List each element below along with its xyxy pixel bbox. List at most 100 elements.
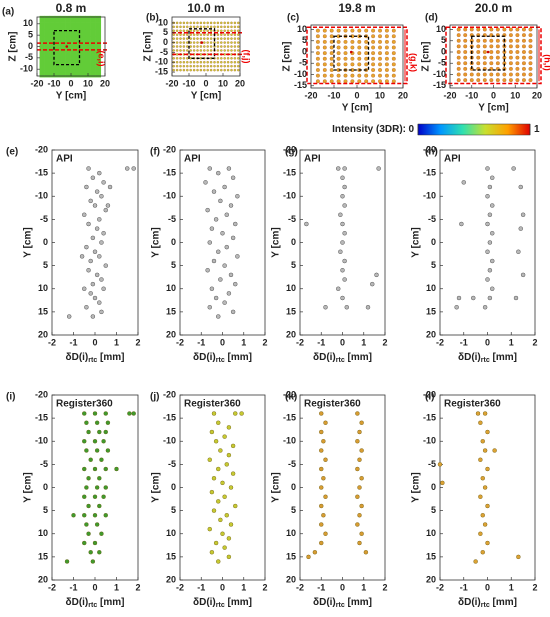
data-point — [103, 207, 108, 213]
data-point — [312, 550, 318, 555]
intensity-cell — [54, 70, 61, 78]
intensity-point — [206, 68, 209, 72]
data-point — [482, 522, 488, 527]
intensity-point — [522, 61, 526, 66]
y-tick-label: -10 — [283, 191, 296, 201]
data-point — [226, 554, 232, 560]
intensity-point — [233, 64, 237, 68]
x-tick-label: 2 — [135, 337, 140, 347]
data-point — [216, 170, 221, 176]
y-tick-label: 10 — [166, 283, 176, 293]
intensity-point — [175, 25, 179, 29]
data-point — [84, 305, 89, 310]
intensity-point — [357, 62, 362, 67]
intensity-cell — [70, 70, 76, 78]
data-point — [92, 439, 98, 444]
intensity-cell — [80, 43, 86, 51]
y-tick-label: 15 — [426, 551, 436, 561]
intensity-point — [378, 68, 382, 72]
data-point — [440, 480, 445, 486]
intensity-point — [508, 66, 513, 71]
intensity-point — [495, 61, 500, 66]
colorbar — [417, 123, 531, 136]
intensity-point — [391, 56, 396, 61]
intensity-cell — [80, 70, 86, 78]
y-tick-label: -5 — [288, 459, 296, 469]
x-axis-label-part: [mm] — [225, 352, 252, 363]
x-axis-label-part: rtc — [336, 602, 345, 609]
y-tick-label: 5 — [28, 30, 33, 40]
intensity-point — [343, 73, 348, 78]
intensity-point — [322, 73, 327, 78]
data-point — [209, 550, 215, 555]
intensity-point — [357, 73, 362, 78]
data-point — [107, 184, 113, 190]
intensity-point — [223, 29, 226, 33]
intensity-cell — [85, 63, 91, 71]
data-point — [224, 212, 229, 217]
y-tick-label: 0 — [28, 41, 33, 51]
data-point — [363, 550, 369, 555]
y-axis-label: Y [cm] — [411, 227, 422, 257]
intensity-point — [495, 50, 500, 54]
x-tick-label: 10 — [375, 90, 385, 100]
intensity-point — [495, 38, 500, 43]
intensity-point — [515, 78, 520, 83]
intensity-point — [182, 25, 186, 29]
intensity-point — [329, 28, 334, 33]
data-point — [84, 420, 89, 425]
intensity-point — [226, 57, 230, 60]
x-axis-label-part: rtc — [88, 602, 97, 609]
intensity-point — [182, 21, 186, 25]
data-point — [323, 420, 328, 425]
intensity-point — [223, 37, 226, 40]
intensity-point — [343, 62, 348, 67]
y-tick-label: 5 — [431, 505, 436, 515]
y-tick-label: 10 — [286, 528, 296, 538]
data-point — [226, 291, 232, 296]
x-tick-label: 0 — [92, 582, 97, 592]
intensity-cell — [90, 15, 96, 23]
intensity-cell — [95, 15, 102, 23]
data-point — [340, 240, 345, 245]
intensity-point — [322, 39, 327, 44]
y-axis-label: Z [cm] — [8, 32, 19, 62]
x-tick-label: 1 — [114, 582, 119, 592]
data-point — [97, 476, 102, 481]
intensity-point — [456, 50, 461, 54]
intensity-point — [196, 68, 199, 72]
intensity-point — [357, 51, 362, 56]
y-tick-label: 5 — [291, 260, 296, 270]
data-point — [103, 513, 108, 518]
x-axis-label: δD(i)rtc [mm] — [193, 352, 252, 365]
intensity-point — [186, 41, 189, 44]
data-point — [94, 420, 100, 425]
intensity-point — [189, 29, 192, 33]
x-tick-label: 20 — [235, 78, 245, 88]
data-point — [101, 180, 106, 185]
data-point — [97, 429, 102, 435]
intensity-point — [528, 38, 533, 43]
data-point — [92, 513, 98, 518]
intensity-point — [189, 25, 192, 29]
data-point — [205, 268, 210, 273]
intensity-point — [463, 78, 468, 83]
intensity-point — [216, 60, 220, 64]
x-axis-label-part: [mm] — [345, 597, 372, 608]
x-tick-label: -1 — [460, 337, 468, 347]
intensity-point — [223, 33, 226, 36]
y-axis-label: Z [cm] — [282, 42, 293, 72]
center-dot — [65, 45, 69, 48]
intensity-point — [528, 50, 533, 54]
data-point — [485, 166, 490, 171]
data-point — [490, 231, 495, 236]
data-point — [304, 221, 309, 227]
data-point — [97, 170, 102, 176]
intensity-point — [463, 66, 468, 71]
intensity-point — [350, 56, 355, 61]
x-axis-label: δD(i)rtc [mm] — [313, 352, 372, 365]
y-tick-label: -5 — [288, 214, 296, 224]
intensity-point — [528, 61, 533, 66]
intensity-point — [189, 33, 192, 36]
intensity-point — [233, 41, 237, 44]
